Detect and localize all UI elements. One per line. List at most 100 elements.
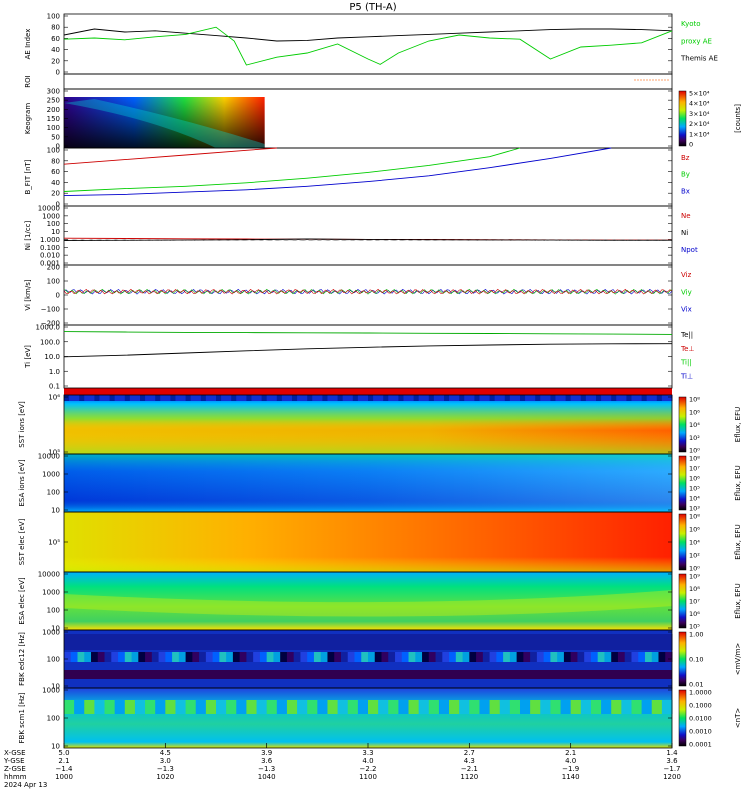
fbk-edc12-cell xyxy=(266,634,274,650)
fbk-edc12-cell xyxy=(320,634,328,650)
ytick-ni: 10 xyxy=(51,228,60,236)
sst-ion-top-stripe xyxy=(145,395,151,401)
fbk-scm1-cell xyxy=(499,700,511,714)
series-ae-themis-ae xyxy=(63,28,673,42)
ylabel-ni: Ni [1/cc] xyxy=(24,221,32,251)
fbk-edc12-cell xyxy=(293,652,301,662)
fbk-edc12-cell xyxy=(368,634,376,650)
fbk-edc12-cell xyxy=(232,652,241,662)
colorbar-tick-keogram: 0 xyxy=(689,141,693,149)
roi-dot xyxy=(652,79,654,81)
sst-ion-top-stripe xyxy=(89,395,95,401)
sst-ion-top-stripe xyxy=(626,395,632,401)
fbk-edc12-cell xyxy=(644,652,653,662)
sst-ion-top-stripe xyxy=(666,395,673,401)
sst-ion-top-stripe xyxy=(124,395,131,401)
fbk-edc12-cell xyxy=(658,634,666,650)
sst-ion-top-stripe xyxy=(398,395,404,401)
ytick-ae: 100 xyxy=(47,13,60,21)
fbk-scm1-cell xyxy=(438,700,450,714)
fbk-edc12-cell xyxy=(611,652,619,662)
fbk-edc12-cell xyxy=(455,634,464,650)
fbk-edc12-cell xyxy=(665,634,673,650)
ylabel-esa_ion: ESA ions [eV] xyxy=(18,459,26,506)
colorbar-tick-fbk_e: 1.00 xyxy=(689,631,703,639)
xtick-z: −2.2 xyxy=(360,765,377,773)
fbk-scm1-cell xyxy=(114,700,126,714)
xtick-z: −1.9 xyxy=(562,765,579,773)
fbk-edc12-cell xyxy=(239,634,247,650)
legend-ti-0: Te|| xyxy=(680,331,693,339)
sst-ion-top-stripe xyxy=(266,395,273,401)
fbk-edc12-cell xyxy=(104,652,112,662)
panel-frame-ae xyxy=(63,13,673,75)
fbk-edc12-cell xyxy=(165,652,173,662)
ytick-sst_ion: 10⁵ xyxy=(48,449,60,457)
roi-dot xyxy=(655,79,657,81)
colorbar-label-fbk_e: <mV/m> xyxy=(734,643,742,676)
legend-vi-1: Viy xyxy=(681,288,692,296)
fbk-scm1-cell xyxy=(509,700,521,714)
fbk-edc12-cell xyxy=(381,652,389,662)
colorbar-tick-sst_elec: 10⁰ xyxy=(689,565,700,573)
fbk-edc12-cell xyxy=(658,652,666,662)
colorbar-sst_elec xyxy=(678,513,687,571)
sst-ion-top-stripe xyxy=(322,395,328,401)
fbk-edc12-cell xyxy=(462,634,470,650)
fbk-edc12-cell xyxy=(192,634,200,650)
fbk-edc12-cell xyxy=(226,634,234,650)
fbk-edc12-cell xyxy=(577,652,585,662)
fbk-edc12-cell xyxy=(368,652,376,662)
fbk-edc12-cell xyxy=(476,652,484,662)
legend-vi-0: Viz xyxy=(681,271,692,279)
colorbar-fbk_e xyxy=(678,631,687,687)
colorbar-esa_elec xyxy=(678,573,687,629)
fbk-scm1-cell xyxy=(276,700,288,714)
sst-ion-top-stripe xyxy=(646,395,653,401)
series-bfit-bz xyxy=(63,147,277,165)
fbk-edc12-cell xyxy=(604,634,612,650)
ytick-fbk_e: 10 xyxy=(51,683,60,691)
ytick-esa_ion: 10 xyxy=(51,507,60,515)
fbk-scm1-cell xyxy=(84,700,95,714)
series-bfit-bx xyxy=(63,147,612,197)
colorbar-tick-esa_ion: 10⁵ xyxy=(689,485,700,493)
fbk-edc12-cell xyxy=(313,652,322,662)
sst-ion-top-stripe xyxy=(489,395,496,401)
colorbar-tick-sst_ion: 10⁴ xyxy=(689,421,700,429)
fbk-edc12-cell xyxy=(523,634,531,650)
fbk-edc12-cell xyxy=(307,634,315,650)
roi-dot xyxy=(667,79,669,81)
sst-ion-top-stripe xyxy=(499,395,506,401)
fbk-edc12-cell xyxy=(577,634,585,650)
fbk-edc12-cell xyxy=(536,652,545,662)
fbk-edc12-cell xyxy=(334,652,342,662)
fbk-edc12-cell xyxy=(158,634,166,650)
fbk-edc12-cell xyxy=(415,634,423,650)
colorbar-tick-sst_elec: 10⁶ xyxy=(689,526,700,534)
legend-ni-2: Npot xyxy=(681,246,698,254)
ytick-bfit: 40 xyxy=(51,179,60,187)
sst-ion-top-stripe xyxy=(170,395,176,401)
xtick-t: 1200 xyxy=(663,773,681,781)
sst-ion-top-stripe xyxy=(317,395,323,401)
sst-ion-top-stripe xyxy=(631,395,638,401)
ytick-keogram: 250 xyxy=(47,97,60,105)
fbk-edc12-cell xyxy=(469,634,477,650)
fbk-edc12-cell xyxy=(482,652,491,662)
xtick-t: 1040 xyxy=(258,773,276,781)
xtick-t: 1020 xyxy=(156,773,174,781)
fbk-edc12-cell xyxy=(273,652,281,662)
colorbar-tick-sst_ion: 10⁶ xyxy=(689,408,700,416)
sst-ion-top-stripe xyxy=(565,395,572,401)
xtick-z: −1.3 xyxy=(157,765,174,773)
series-ti-ti xyxy=(63,331,673,335)
fbk-scm1-cell xyxy=(530,700,541,714)
fbk-edc12-cell xyxy=(428,634,437,650)
sst-ion-top-stripe xyxy=(550,395,556,401)
fbk-scm1-cell xyxy=(297,700,308,714)
ylabel-ti: Ti [eV] xyxy=(24,345,32,369)
fbk-edc12-cell xyxy=(124,634,133,650)
fbk-edc12-cell xyxy=(570,652,578,662)
fbk-edc12-cell xyxy=(219,634,227,650)
